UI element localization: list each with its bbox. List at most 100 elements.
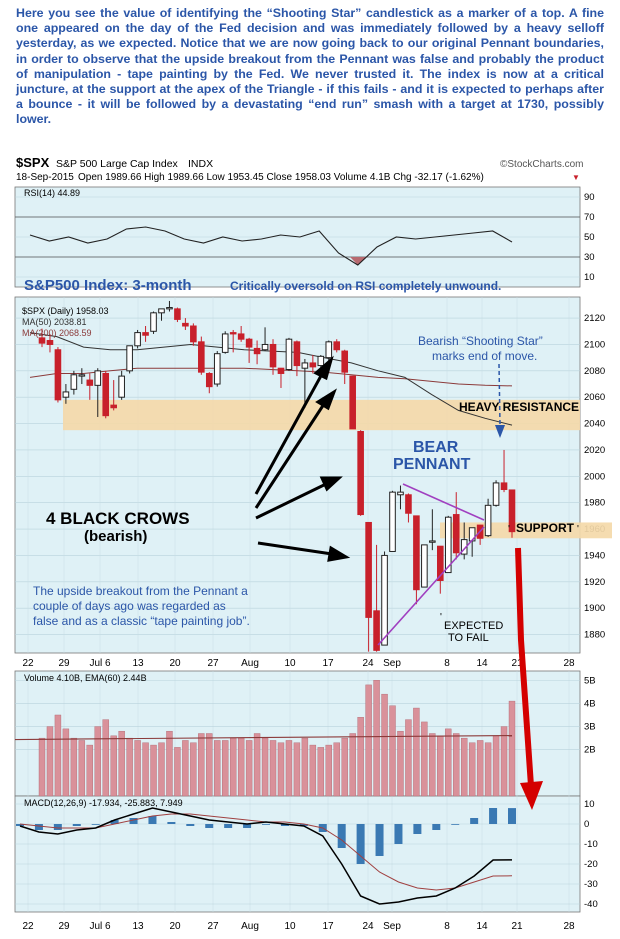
y-tick-label: 70	[584, 212, 595, 223]
heavy-resistance-label: HEAVY RESISTANCE	[459, 400, 579, 414]
volume-bar	[508, 700, 516, 797]
macd-histogram-bar	[262, 824, 270, 825]
candle-body	[190, 325, 197, 343]
credit-label: ©StockCharts.com	[500, 159, 584, 170]
x-tick-label: 21	[511, 921, 523, 932]
date-label: 18-Sep-2015	[16, 172, 74, 183]
y-tick-label: 5B	[584, 675, 596, 686]
candle-body	[500, 482, 508, 491]
volume-bar	[126, 737, 133, 797]
ma200-legend: MA(200) 2068.59	[22, 328, 92, 338]
x-tick-label: 27	[207, 658, 219, 669]
candle-body	[492, 482, 500, 506]
y-tick-label: 2060	[584, 392, 605, 403]
black-crows-sublabel: (bearish)	[84, 528, 147, 545]
volume-bar	[461, 737, 468, 797]
x-tick-label: 8	[444, 658, 450, 669]
y-tick-label: 1980	[584, 498, 605, 509]
volume-legend: Volume 4.10B, EMA(60) 2.44B	[24, 673, 147, 683]
candle-body	[102, 372, 110, 417]
y-tick-label: 2100	[584, 339, 605, 350]
macd-histogram-bar	[205, 824, 214, 828]
candle-body	[54, 349, 62, 401]
x-tick-label: Jul 6	[89, 658, 111, 669]
ma200-line	[29, 367, 513, 387]
candle-body	[333, 341, 341, 351]
candle-body	[229, 332, 237, 335]
volume-bar	[174, 747, 181, 797]
candle-body	[389, 491, 396, 552]
volume-bar	[317, 747, 325, 797]
volume-bar	[269, 740, 277, 797]
x-tick-label: 8	[444, 921, 450, 932]
volume-bar	[397, 730, 404, 797]
candle-body	[421, 544, 428, 588]
candle-body	[150, 312, 157, 332]
candle-body	[94, 370, 102, 386]
y-tick-label: 1900	[584, 603, 605, 614]
x-tick-label: 14	[476, 658, 488, 669]
candle-body	[301, 362, 309, 369]
x-tick-label: 27	[207, 921, 219, 932]
x-tick-label: Aug	[241, 921, 259, 932]
volume-bar	[309, 744, 317, 797]
macd-histogram-bar	[432, 824, 441, 830]
arrow-head-icon	[319, 476, 343, 492]
macd-histogram-bar	[72, 824, 81, 826]
volume-bar	[261, 737, 269, 797]
arrow-head-icon	[315, 388, 337, 411]
shooting-star-annotation-line2: marks end of move.	[432, 349, 537, 363]
macd-panel	[14, 795, 581, 913]
candle-body	[277, 367, 285, 374]
candle-body	[134, 332, 141, 347]
candle-body	[86, 379, 94, 386]
volume-bar	[198, 733, 205, 797]
candle-body	[221, 333, 229, 353]
candle-body	[38, 337, 46, 344]
volume-bar	[325, 744, 332, 797]
volume-bar	[70, 737, 78, 797]
candle-body	[452, 514, 460, 554]
symbol-label: $SPX	[16, 155, 50, 170]
candle-body	[397, 491, 404, 496]
macd-histogram-bar	[470, 818, 479, 824]
volume-bar	[206, 733, 213, 797]
volume-bar	[166, 730, 173, 797]
volume-bar	[134, 740, 141, 797]
x-tick-label: 22	[22, 658, 34, 669]
x-tick-label: 22	[22, 921, 34, 932]
y-tick-label: 2020	[584, 445, 605, 456]
volume-bar	[476, 740, 484, 797]
volume-bar	[237, 737, 245, 797]
ma50-legend: MA(50) 2038.81	[22, 317, 87, 327]
x-tick-label: Aug	[241, 658, 259, 669]
candle-body	[126, 345, 133, 372]
candle-body	[205, 372, 213, 388]
volume-bar	[229, 737, 237, 797]
candle-body	[365, 521, 372, 618]
y-tick-label: 1940	[584, 550, 605, 561]
volume-bar	[293, 742, 301, 797]
bear-pennant-label-line2: PENNANT	[393, 456, 471, 473]
volume-bar	[500, 726, 508, 797]
volume-bar	[142, 742, 149, 797]
rsi-legend: RSI(14) 44.89	[24, 188, 80, 198]
chart-title-annotation: S&P500 Index: 3-month	[24, 277, 192, 294]
candle-body	[381, 554, 388, 646]
volume-bar	[214, 740, 221, 797]
x-tick-label: 29	[58, 658, 70, 669]
candle-body	[182, 322, 189, 327]
volume-bars	[14, 680, 516, 797]
volume-bar	[492, 735, 500, 797]
x-tick-label: 10	[284, 658, 296, 669]
x-tick-label: 20	[169, 921, 181, 932]
macd-histogram-bar	[34, 824, 43, 830]
candle-body	[429, 540, 436, 543]
candle-body	[349, 375, 356, 430]
candle-body	[70, 374, 78, 390]
arrow-down-icon	[520, 781, 543, 810]
y-tick-label: 1880	[584, 630, 605, 641]
volume-bar	[357, 717, 364, 797]
crash-target-arrow	[515, 547, 543, 810]
candle-body	[174, 308, 181, 320]
